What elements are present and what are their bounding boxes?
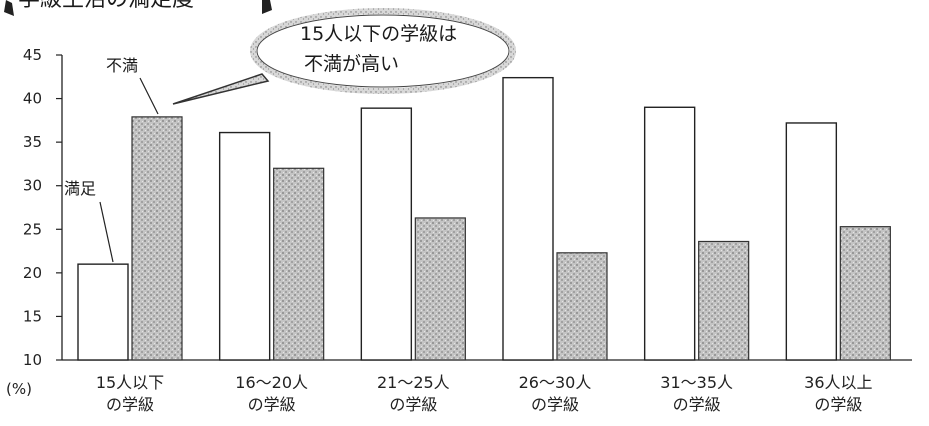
bar-manzoku <box>360 107 413 361</box>
bar-fuman <box>839 226 891 361</box>
x-category-label: 21〜25人 <box>377 373 450 392</box>
bar-fuman <box>698 240 750 361</box>
annotation-manzoku: 満足 <box>64 179 96 198</box>
x-category-label: の学級 <box>814 395 862 414</box>
callout-line-2: 不満が高い <box>304 53 399 75</box>
callout-pointer <box>172 73 270 105</box>
callout-bubble: 15人以下の学級は 不満が高い <box>172 8 516 105</box>
x-category-label: の学級 <box>248 395 296 414</box>
x-category-label: の学級 <box>389 395 437 414</box>
x-category-label: 26〜30人 <box>519 373 592 392</box>
annotation-fuman: 不満 <box>106 56 138 75</box>
x-category-label: の学級 <box>531 395 579 414</box>
x-category-label: 36人以上 <box>804 373 872 392</box>
callout-line-1: 15人以下の学級は <box>300 23 457 45</box>
bar-fuman <box>414 217 466 361</box>
y-tick-label: 45 <box>23 46 42 64</box>
y-axis-label: (%) <box>6 380 32 398</box>
bar-manzoku <box>77 263 129 361</box>
x-category-label: の学級 <box>106 395 154 414</box>
series-annotations: 不満 満足 <box>64 56 159 263</box>
chart-title-text: 学級生活の満足度 <box>18 0 194 12</box>
x-category-label: 15人以下 <box>96 373 164 392</box>
y-tick-label: 20 <box>23 264 42 282</box>
annotation-manzoku-leader <box>99 201 114 263</box>
callout-fill <box>256 14 510 88</box>
chart-title: 学級生活の満足度 <box>4 0 272 16</box>
x-category-label: 31〜35人 <box>660 373 733 392</box>
bar-fuman <box>556 252 608 361</box>
x-category-label: の学級 <box>673 395 721 414</box>
y-tick-label: 15 <box>23 307 42 325</box>
y-tick-label: 35 <box>23 133 42 151</box>
y-tick-label: 25 <box>23 220 42 238</box>
bar-fuman <box>273 167 325 361</box>
bar-manzoku <box>502 76 554 361</box>
bar-manzoku <box>218 131 271 361</box>
y-tick-label: 40 <box>23 90 42 108</box>
y-tick-label: 30 <box>23 177 42 195</box>
bar-manzoku <box>643 106 696 361</box>
y-tick-label: 10 <box>23 351 42 369</box>
x-category-label: 16〜20人 <box>235 373 308 392</box>
annotation-fuman-leader <box>139 77 159 115</box>
bar-manzoku <box>785 122 838 361</box>
bar-fuman <box>131 116 183 361</box>
